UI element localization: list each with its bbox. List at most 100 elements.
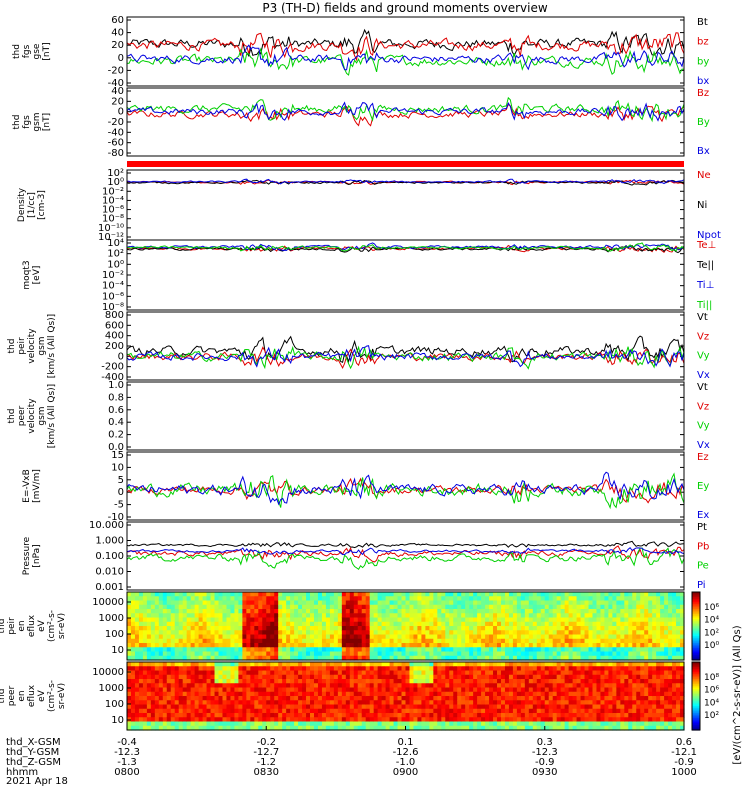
spectrogram-cell [568,679,574,684]
colorbar-tick: 10² [704,628,719,638]
series-line-Ex [126,471,685,506]
spectrogram-cell [349,592,355,597]
spectrogram-cell [417,666,423,672]
spectrogram-cell [202,679,208,684]
spectrogram-cell [596,674,602,680]
spectrogram-cell [508,662,514,667]
spectrogram-cell [441,713,446,718]
spectrogram-cell [254,666,259,672]
spectrogram-cell [270,634,275,640]
spectrogram-cell [608,643,613,648]
spectrogram-cell [532,613,538,619]
spectrogram-cell [286,708,291,714]
spectrogram-cell [393,613,399,619]
spectrogram-cell [680,621,685,627]
spectrogram-cell [512,704,518,710]
spectrogram-cell [457,592,462,597]
spectrogram-cell [325,696,331,701]
spectrogram-cell [660,600,665,606]
spectrogram-cell [266,626,271,631]
spectrogram-cell [302,679,307,684]
spectrogram-cell [576,630,582,636]
spectrogram-cell [429,713,434,718]
spectrogram-cell [644,655,649,661]
spectrogram-cell [636,600,641,606]
spectrogram-cell [548,617,554,623]
spectrogram-cell [134,613,140,619]
spectrogram-cell [369,700,375,706]
spectrogram-cell [473,643,478,648]
spectrogram-cell [417,592,423,597]
spectrogram-cell [142,617,148,623]
spectrogram-cell [620,674,625,680]
spectrogram-cell [138,638,144,644]
spectrogram-cell [401,651,407,657]
spectrogram-cell [556,655,562,661]
spectrogram-cell [524,704,530,710]
spectrogram-cell [186,708,192,714]
spectrogram-cell [250,596,255,602]
spectrogram-cell [238,604,243,610]
spectrogram-cell [206,651,212,657]
spectrogram-cell [369,687,375,693]
colorbar-step [692,701,700,704]
spectrogram-cell [409,609,415,614]
spectrogram-cell [680,683,685,689]
colorbar-step [692,600,700,603]
spectrogram-cell [596,617,602,623]
spectrogram-cell [449,704,454,710]
spectrogram-cell [345,666,351,672]
spectrogram-cell [676,643,681,648]
spectrogram-cell [481,617,486,623]
spectrogram-cell [230,725,236,731]
spectrogram-cell [282,725,287,731]
spectrogram-cell [516,655,522,661]
spectrogram-cell [166,596,172,602]
spectrogram-cell [552,592,558,597]
spectrogram-cell [604,704,610,710]
spectrogram-cell [282,700,287,706]
spectrogram-cell [624,670,629,676]
spectrogram-cell [206,666,212,672]
spectrogram-cell [544,592,550,597]
spectrogram-cell [337,626,343,631]
spectrogram-cell [254,626,259,631]
spectrogram-cell [258,647,263,653]
spectrogram-cell [321,691,327,697]
spectrogram-cell [214,696,220,701]
spectrogram-cell [532,596,538,602]
spectrogram-cell [516,630,522,636]
spectrogram-cell [130,604,136,610]
spectrogram-cell [680,708,685,714]
spectrogram-cell [357,655,363,661]
spectrogram-cell [676,708,681,714]
spectrogram-cell [381,643,387,648]
spectrogram-cell [437,691,442,697]
spectrogram-cell [493,683,498,689]
spectrogram-cell [532,683,538,689]
spectrogram-cell [222,670,228,676]
spectrogram-cell [405,655,411,661]
spectrogram-cell [528,630,534,636]
spectrogram-cell [652,630,657,636]
spectrogram-cell [608,662,613,667]
spectrogram-cell [321,670,327,676]
spectrogram-cell [218,696,224,701]
spectrogram-cell [608,655,613,661]
spectrogram-cell [250,683,255,689]
spectrogram-cell [520,674,526,680]
spectrogram-cell [158,713,164,718]
spectrogram-cell [644,700,649,706]
spectrogram-cell [134,662,140,667]
spectrogram-cell [433,647,438,653]
ylabel-line: peer [17,405,27,426]
spectrogram-cell [524,666,530,672]
spectrogram-cell [676,604,681,610]
spectrogram-cell [500,638,506,644]
spectrogram-cell [262,613,267,619]
spectrogram-cell [417,634,423,640]
spectrogram-cell [580,700,586,706]
spectrogram-cell [206,717,212,723]
spectrogram-cell [329,687,335,693]
spectrogram-cell [544,670,550,676]
